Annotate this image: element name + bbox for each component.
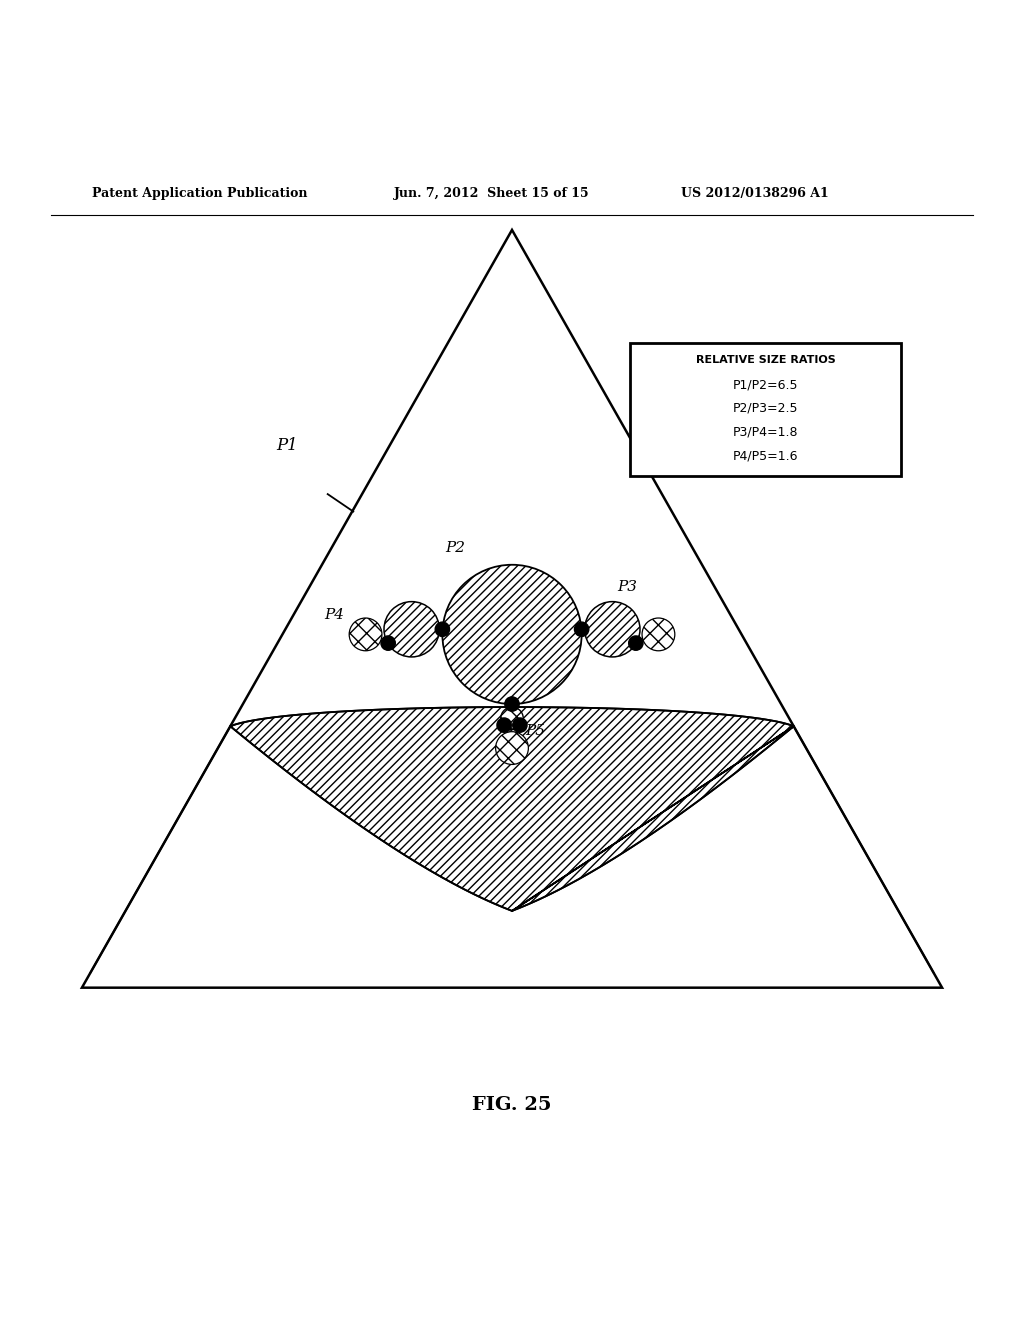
Polygon shape bbox=[230, 708, 794, 911]
Text: Jun. 7, 2012  Sheet 15 of 15: Jun. 7, 2012 Sheet 15 of 15 bbox=[394, 187, 590, 199]
Circle shape bbox=[585, 602, 640, 657]
Text: P3: P3 bbox=[617, 581, 638, 594]
Circle shape bbox=[435, 622, 450, 636]
Text: P3/P4=1.8: P3/P4=1.8 bbox=[733, 425, 798, 438]
Circle shape bbox=[497, 718, 511, 733]
Text: RELATIVE SIZE RATIOS: RELATIVE SIZE RATIOS bbox=[695, 355, 836, 364]
Circle shape bbox=[642, 618, 675, 651]
Text: P1/P2=6.5: P1/P2=6.5 bbox=[733, 379, 798, 392]
Text: US 2012/0138296 A1: US 2012/0138296 A1 bbox=[681, 187, 828, 199]
Circle shape bbox=[381, 636, 395, 651]
Text: P5: P5 bbox=[525, 723, 546, 738]
Circle shape bbox=[501, 708, 523, 730]
Circle shape bbox=[349, 618, 382, 651]
Circle shape bbox=[384, 602, 439, 657]
Text: Patent Application Publication: Patent Application Publication bbox=[92, 187, 307, 199]
Circle shape bbox=[574, 622, 589, 636]
Text: FIG. 25: FIG. 25 bbox=[472, 1097, 552, 1114]
Circle shape bbox=[442, 565, 582, 704]
Circle shape bbox=[629, 636, 643, 651]
Circle shape bbox=[496, 731, 528, 764]
Text: P1: P1 bbox=[276, 437, 298, 454]
Text: P2/P3=2.5: P2/P3=2.5 bbox=[733, 403, 798, 414]
Bar bbox=[630, 343, 901, 475]
Text: P4: P4 bbox=[325, 609, 345, 622]
Text: P4/P5=1.6: P4/P5=1.6 bbox=[733, 449, 798, 462]
Circle shape bbox=[513, 718, 527, 733]
Circle shape bbox=[505, 697, 519, 711]
Text: P2: P2 bbox=[445, 541, 466, 556]
